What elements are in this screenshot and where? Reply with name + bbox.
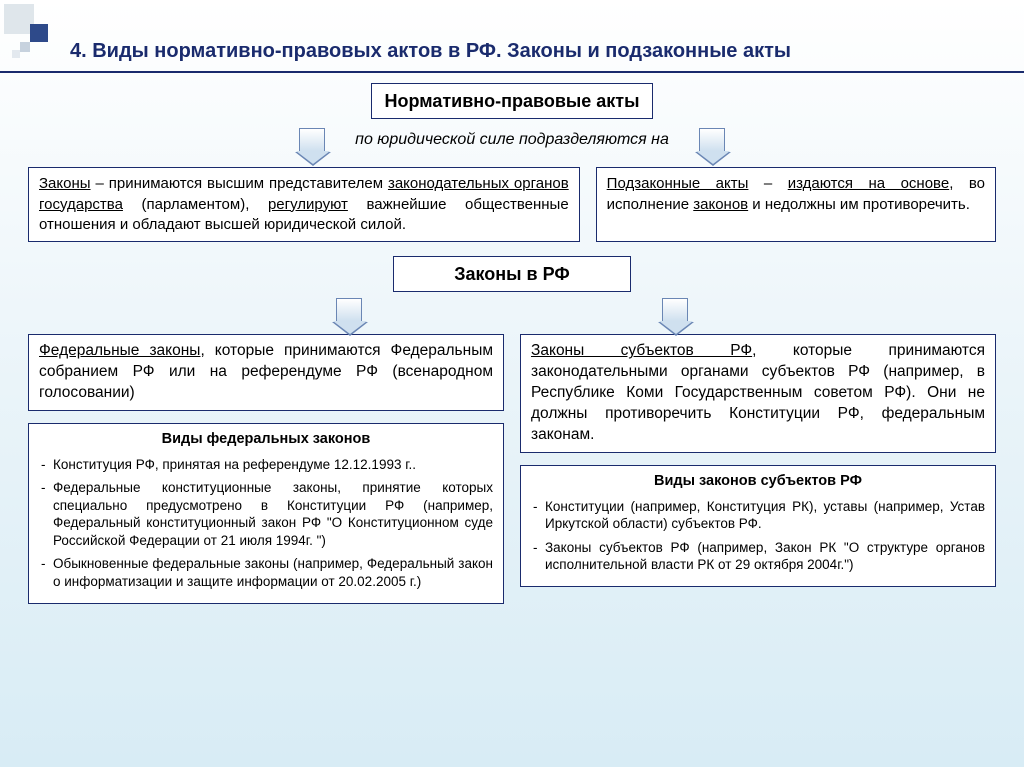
list-item: Законы субъектов РФ (например, Закон РК … [531,539,985,574]
header-laws-rf: Законы в РФ [393,256,631,292]
list-item: Конституции (например, Конституция РК), … [531,498,985,533]
subtitle-legal-force: по юридической силе подразделяются на [355,131,669,149]
subject-laws-def: Законы субъектов РФ, которые принимаются… [520,334,996,453]
corner-decoration [0,0,60,60]
arrow-down-left [299,128,325,152]
page-title: 4. Виды нормативно-правовых актов в РФ. … [0,0,1024,73]
header-npa: Нормативно-правовые акты [371,83,652,119]
arrow-subj [662,298,688,322]
fed-types-title: Виды федеральных законов [39,430,493,450]
arrow-fed [336,298,362,322]
federal-law-types: Виды федеральных законов Конституция РФ,… [28,423,504,603]
laws-definition: Законы – принимаются высшим представител… [28,167,580,242]
subject-law-types: Виды законов субъектов РФ Конституции (н… [520,465,996,587]
list-item: Конституция РФ, принятая на референдуме … [39,456,493,474]
arrow-down-right [699,128,725,152]
bylaws-definition: Подзаконные акты – издаются на основе, в… [596,167,996,242]
list-item: Федеральные конституционные законы, прин… [39,479,493,549]
list-item: Обыкновенные федеральные законы (наприме… [39,555,493,590]
subj-types-title: Виды законов субъектов РФ [531,472,985,492]
federal-laws-def: Федеральные законы, которые принимаются … [28,334,504,411]
